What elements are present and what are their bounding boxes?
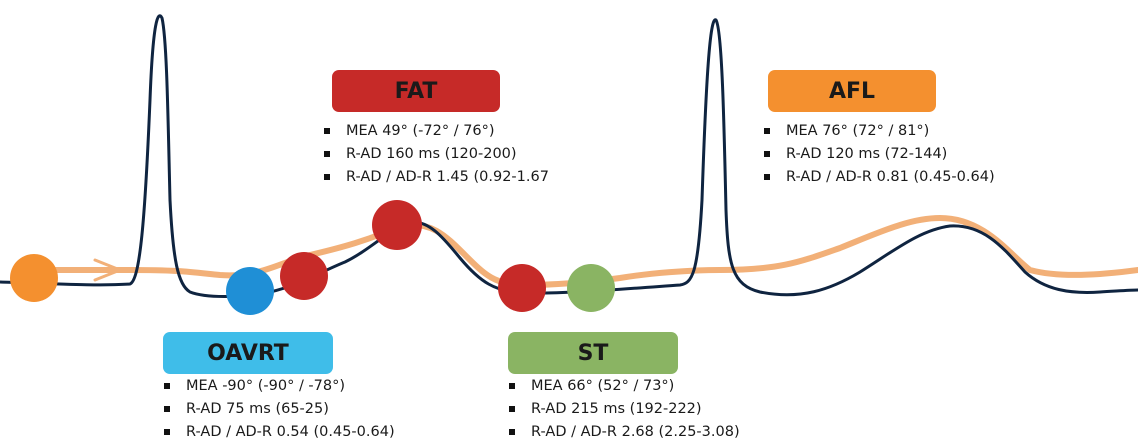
afl-stat-mea: MEA 76° (72° / 81°) [760, 120, 995, 143]
oavrt-stat-ratio: R-AD / AD-R 0.54 (0.45-0.64) [160, 421, 395, 444]
marker-st-red [498, 264, 546, 312]
fat-stats: MEA 49° (-72° / 76°) R-AD 160 ms (120-20… [320, 120, 549, 189]
st-label: ST [508, 332, 678, 374]
st-stats: MEA 66° (52° / 73°) R-AD 215 ms (192-222… [505, 375, 740, 444]
fat-stat-ratio: R-AD / AD-R 1.45 (0.92-1.67 [320, 166, 549, 189]
oavrt-label: OAVRT [163, 332, 333, 374]
fat-stat-mea: MEA 49° (-72° / 76°) [320, 120, 549, 143]
marker-oavrt [226, 267, 274, 315]
fat-stat-rad: R-AD 160 ms (120-200) [320, 143, 549, 166]
afl-label: AFL [768, 70, 936, 112]
afl-stat-ratio: R-AD / AD-R 0.81 (0.45-0.64) [760, 166, 995, 189]
st-stat-mea: MEA 66° (52° / 73°) [505, 375, 740, 398]
fat-label: FAT [332, 70, 500, 112]
conduction-arrow [93, 258, 125, 282]
oavrt-stat-rad: R-AD 75 ms (65-25) [160, 398, 395, 421]
oavrt-stat-mea: MEA -90° (-90° / -78°) [160, 375, 395, 398]
st-stat-rad: R-AD 215 ms (192-222) [505, 398, 740, 421]
oavrt-stats: MEA -90° (-90° / -78°) R-AD 75 ms (65-25… [160, 375, 395, 444]
marker-orange-start [10, 254, 58, 302]
marker-fat-low [280, 252, 328, 300]
afl-stat-rad: R-AD 120 ms (72-144) [760, 143, 995, 166]
marker-st-green [567, 264, 615, 312]
marker-fat-peak [372, 200, 422, 250]
st-stat-ratio: R-AD / AD-R 2.68 (2.25-3.08) [505, 421, 740, 444]
afl-stats: MEA 76° (72° / 81°) R-AD 120 ms (72-144)… [760, 120, 995, 189]
